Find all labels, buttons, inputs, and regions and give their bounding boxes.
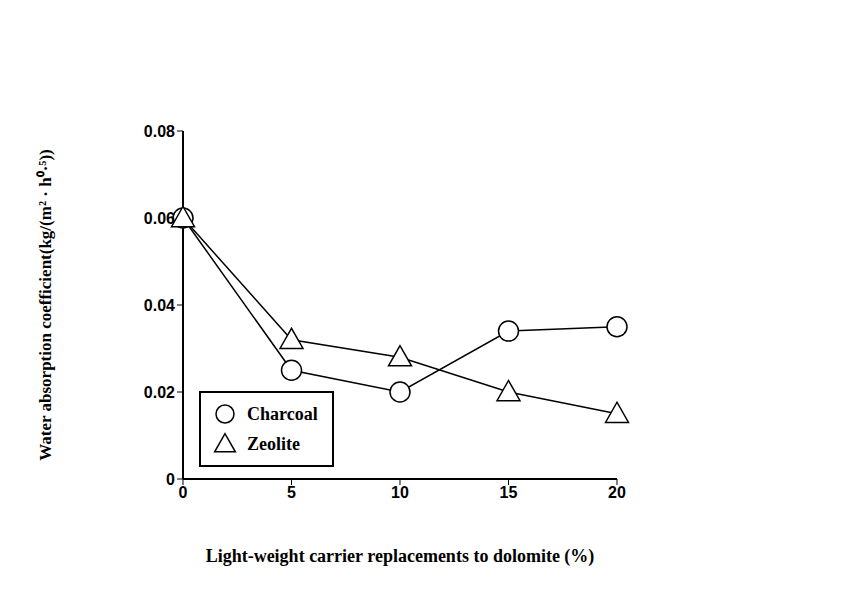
svg-text:0.08: 0.08 [144, 123, 175, 140]
svg-text:5: 5 [287, 484, 296, 501]
svg-text:10: 10 [391, 484, 409, 501]
svg-text:15: 15 [500, 484, 518, 501]
svg-text:0.06: 0.06 [144, 210, 175, 227]
html-text:Zeolite: Zeolite [247, 433, 300, 454]
svg-text:0.02: 0.02 [144, 384, 175, 401]
html-text:Light-weight carrier replaceme: Light-weight carrier replacements to dol… [205, 546, 595, 566]
html-text:Water absorption coefficient(k: Water absorption coefficient(kg/(m² · h⁰… [36, 149, 55, 461]
html-text:Charcoal: Charcoal [247, 403, 318, 424]
svg-text:0: 0 [166, 471, 175, 488]
svg-text:0: 0 [179, 484, 188, 501]
svg-text:20: 20 [608, 484, 626, 501]
svg-text:0.04: 0.04 [144, 297, 175, 314]
